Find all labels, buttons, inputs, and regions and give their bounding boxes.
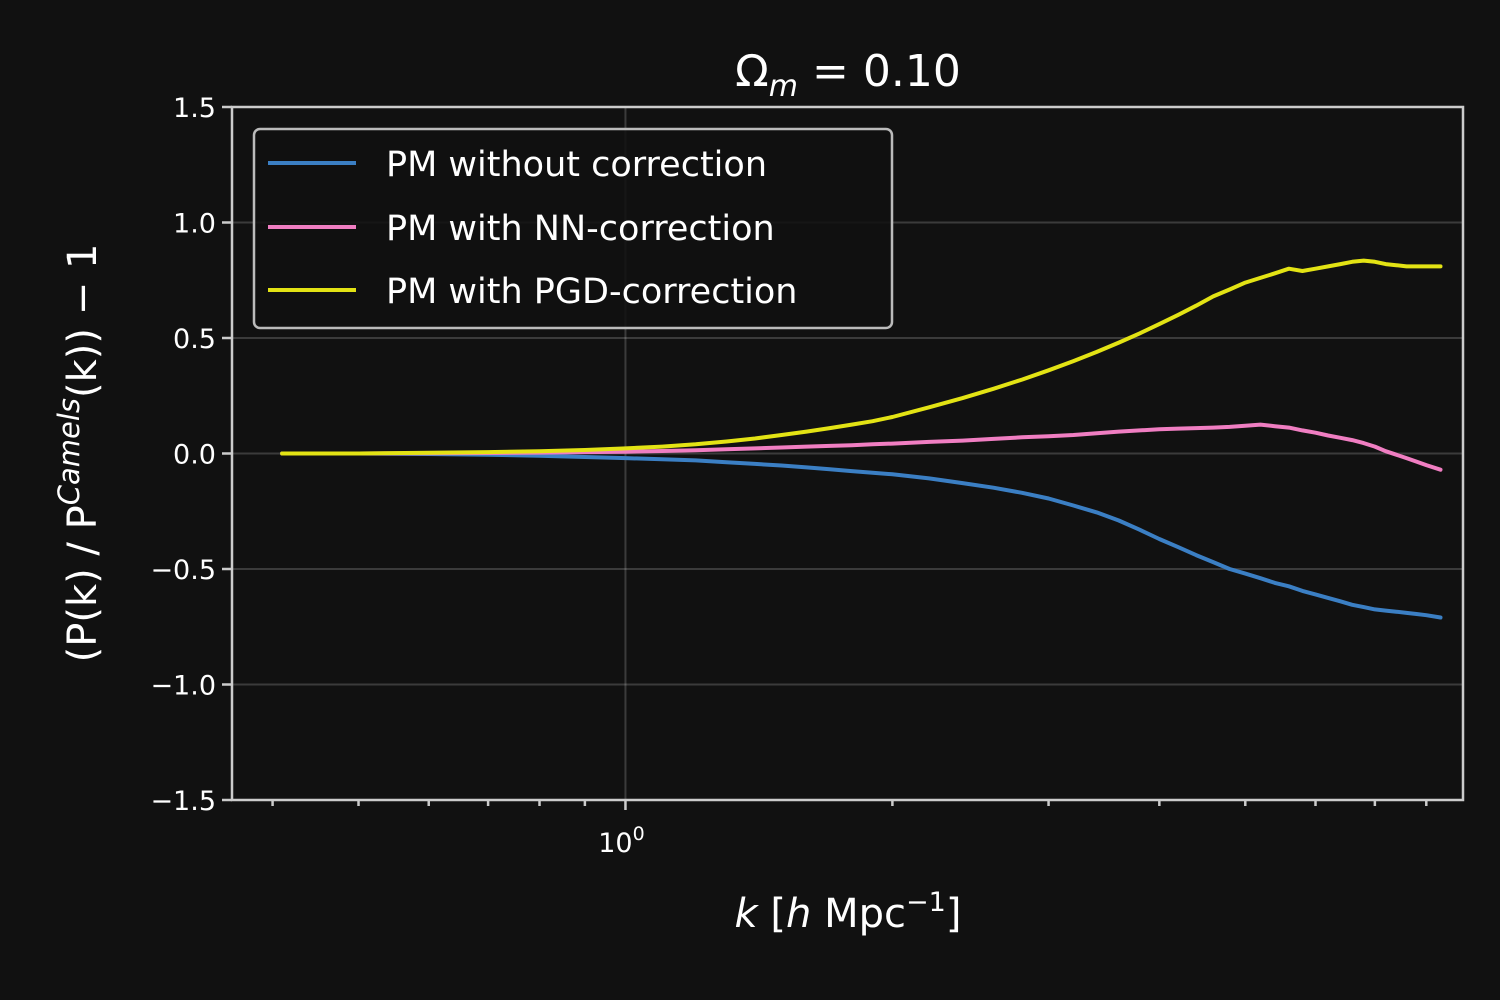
y-tick-label: 0.5 [173,324,216,355]
tick-layer: −1.5 −1.0 −0.5 0.0 0.5 1.0 1.5 100 [150,93,1428,859]
legend-label-pm-without: PM without correction [386,145,767,185]
legend-box [252,127,894,330]
legend-label-pm-nn: PM with NN-correction [386,209,775,249]
y-tick-label: 0.0 [173,440,216,471]
series-line-1 [280,451,1443,620]
y-tick-label: −0.5 [150,555,216,586]
x-tick-label: 100 [598,823,644,859]
y-axis-label: (P(k) / PCamels(k)) − 1 [52,244,106,663]
series-line-3 [280,258,1443,456]
y-tick-label: −1.0 [150,671,216,702]
y-tick-label: 1.0 [173,209,216,240]
series-layer [280,258,1443,620]
x-axis-label: k [h Mpc−1] [735,887,962,937]
chart-title: Ωm = 0.10 [735,46,961,104]
y-tick-label: −1.5 [150,786,216,817]
legend: PM without correction PM with NN-correct… [252,127,894,330]
legend-label-pm-pgd: PM with PGD-correction [386,272,798,312]
series-line-2 [280,422,1443,472]
y-tick-label: 1.5 [173,93,216,124]
